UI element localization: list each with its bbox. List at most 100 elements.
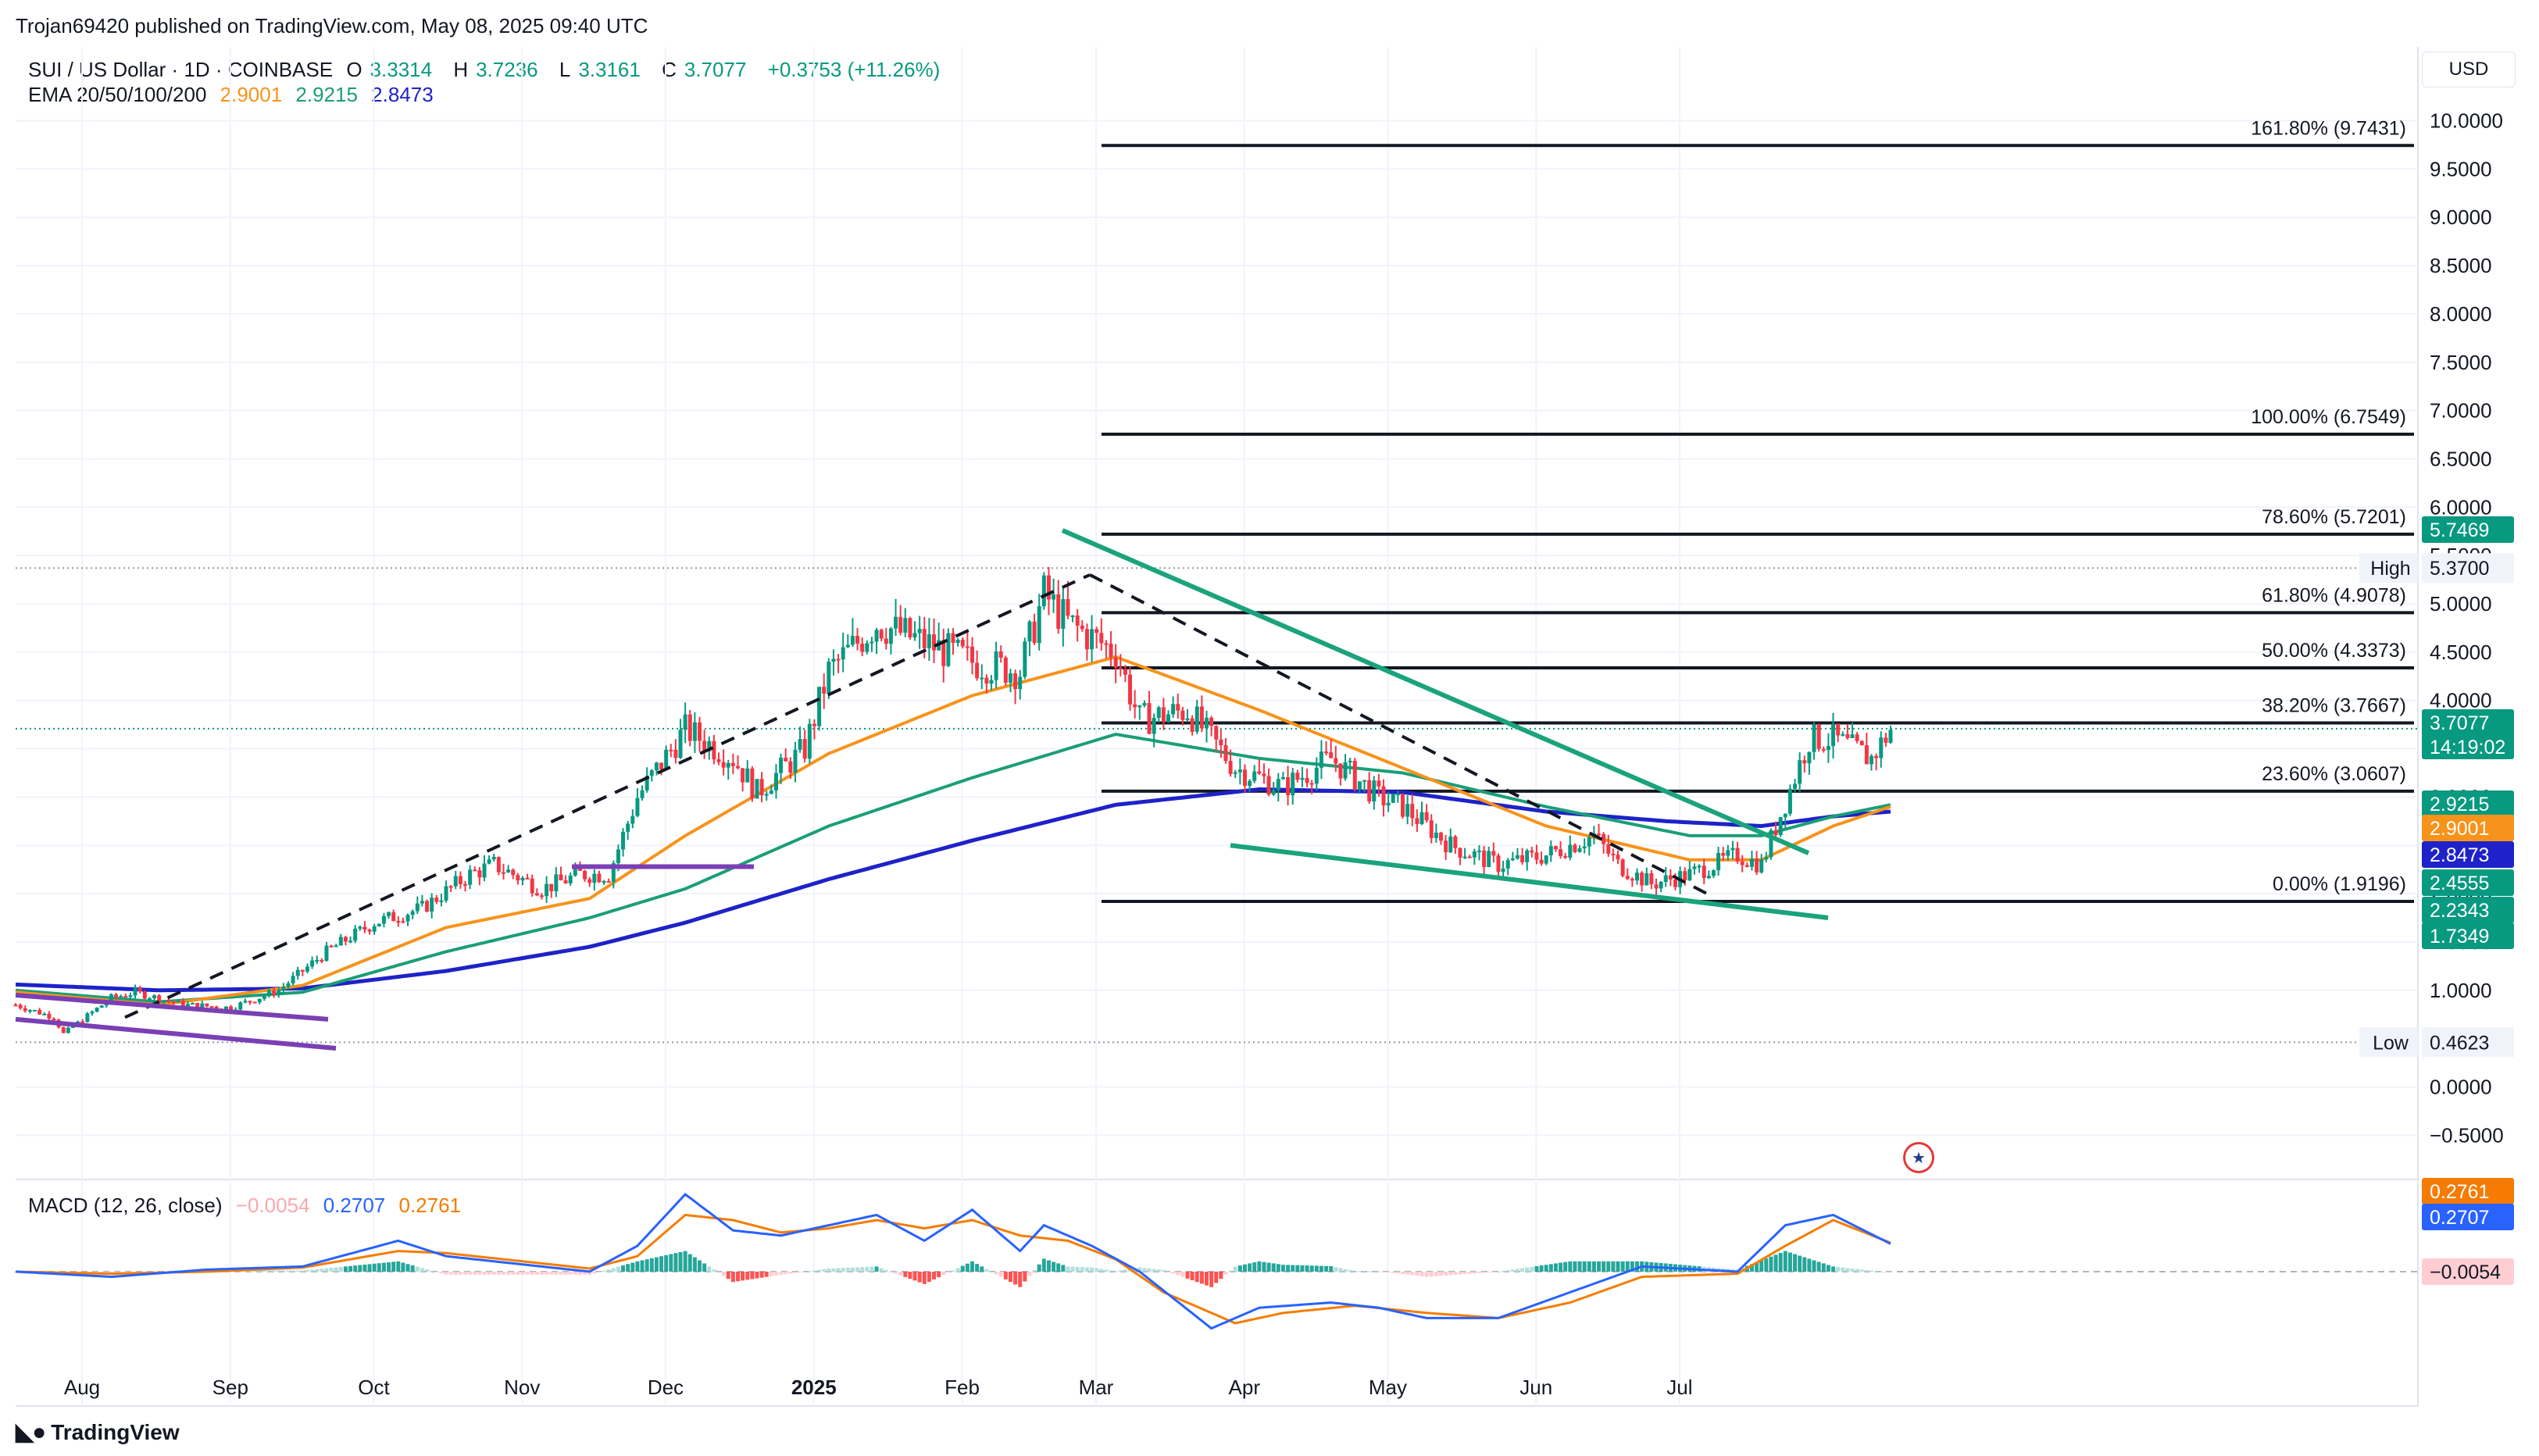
y-tick-label: 5.0000 bbox=[2430, 592, 2492, 616]
macd-histogram-bar bbox=[1003, 1272, 1008, 1279]
macd-histogram-bar bbox=[702, 1263, 707, 1272]
macd-label[interactable]: MACD (12, 26, close) bbox=[28, 1194, 223, 1217]
candle-body bbox=[822, 687, 827, 694]
macd-histogram-bar bbox=[420, 1268, 424, 1272]
candle-body bbox=[1520, 855, 1525, 862]
ema50-value: 2.9215 bbox=[295, 83, 358, 106]
candle-body bbox=[1783, 813, 1787, 818]
candle-body bbox=[1367, 780, 1372, 802]
macd-histogram-bar bbox=[272, 1270, 277, 1272]
macd-histogram-bar bbox=[1099, 1269, 1104, 1272]
candle-body bbox=[1161, 707, 1166, 723]
candle-body bbox=[587, 879, 592, 883]
fib-level-label: 61.80% (4.9078) bbox=[2262, 584, 2406, 606]
candle-body bbox=[640, 790, 645, 798]
candle-body bbox=[1070, 615, 1075, 617]
candle-body bbox=[1663, 875, 1668, 883]
candle-body bbox=[252, 1001, 257, 1004]
macd-histogram-bar bbox=[1300, 1265, 1305, 1272]
candle-body bbox=[229, 1006, 234, 1011]
macd-histogram-bar bbox=[1472, 1272, 1477, 1274]
candle-body bbox=[223, 1006, 228, 1010]
macd-histogram-bar bbox=[750, 1272, 755, 1279]
fib-level-label: 78.60% (5.7201) bbox=[2262, 506, 2406, 528]
candle-body bbox=[1415, 818, 1419, 825]
macd-histogram-bar bbox=[1769, 1256, 1773, 1272]
candle-body bbox=[32, 1010, 37, 1012]
candle-body bbox=[1324, 751, 1329, 754]
candle-body bbox=[152, 995, 157, 999]
macd-histogram-bar bbox=[573, 1272, 577, 1275]
candle-body bbox=[1185, 718, 1190, 720]
candle-body bbox=[1214, 726, 1219, 740]
macd-histogram-bar bbox=[1505, 1270, 1510, 1272]
symbol-name[interactable]: SUI / US Dollar · 1D · COINBASE bbox=[28, 58, 334, 81]
candle-body bbox=[1271, 790, 1276, 795]
candle-body bbox=[1329, 752, 1334, 758]
price-badge bbox=[2422, 922, 2514, 949]
macd-histogram-bar bbox=[1597, 1261, 1602, 1272]
macd-histogram-bar bbox=[277, 1270, 281, 1272]
candle-body bbox=[266, 990, 271, 997]
macd-histogram-bar bbox=[1061, 1265, 1066, 1272]
candle-body bbox=[310, 960, 315, 967]
macd-histogram-bar bbox=[1233, 1266, 1237, 1272]
macd-histogram-bar bbox=[496, 1272, 501, 1275]
y-tick-label: 1.0000 bbox=[2430, 979, 2492, 1002]
macd-histogram-bar bbox=[415, 1266, 420, 1272]
candle-body bbox=[473, 869, 477, 872]
ema-label[interactable]: EMA 20/50/100/200 bbox=[28, 83, 207, 106]
candle-body bbox=[439, 900, 444, 902]
macd-histogram-bar bbox=[1252, 1262, 1257, 1272]
price-badge-value: 2.2343 bbox=[2430, 900, 2489, 922]
macd-histogram-bar bbox=[1635, 1261, 1640, 1272]
candle-body bbox=[951, 633, 955, 644]
candle-body bbox=[1841, 733, 1845, 736]
macd-histogram-bar bbox=[850, 1267, 855, 1272]
macd-histogram-bar bbox=[1548, 1264, 1553, 1272]
candle-body bbox=[741, 768, 745, 783]
high-value: H 3.7236 bbox=[453, 58, 538, 81]
currency-selector[interactable]: USD bbox=[2422, 52, 2516, 87]
macd-histogram-bar bbox=[1242, 1264, 1247, 1272]
candle-body bbox=[295, 969, 300, 976]
candle-body bbox=[496, 857, 501, 873]
candle-body bbox=[1659, 882, 1663, 889]
candle-body bbox=[750, 768, 755, 799]
candle-body bbox=[1534, 852, 1539, 860]
macd-histogram-bar bbox=[1084, 1267, 1089, 1272]
macd-histogram-bar bbox=[649, 1258, 654, 1272]
candle-body bbox=[673, 749, 678, 758]
macd-histogram-bar bbox=[1520, 1268, 1525, 1272]
candle-body bbox=[205, 1003, 209, 1007]
us-flag-icon[interactable]: ★ bbox=[1903, 1142, 1934, 1173]
macd-histogram-bar bbox=[1434, 1272, 1438, 1276]
macd-histogram-bar bbox=[1324, 1265, 1329, 1272]
macd-histogram-bar bbox=[678, 1251, 683, 1272]
candle-body bbox=[984, 677, 989, 684]
candle-body bbox=[367, 930, 372, 932]
candle-body bbox=[1467, 856, 1472, 858]
candle-body bbox=[1257, 771, 1262, 774]
candle-body bbox=[195, 1002, 200, 1009]
price-badge bbox=[2422, 869, 2514, 896]
candle-body bbox=[1616, 855, 1620, 860]
macd-histogram-bar bbox=[654, 1257, 659, 1272]
candle-body bbox=[353, 928, 358, 941]
candle-body bbox=[1099, 633, 1104, 644]
price-badge-value: 1.7349 bbox=[2430, 926, 2489, 947]
macd-histogram-bar bbox=[1458, 1272, 1462, 1275]
macd-histogram-bar bbox=[568, 1272, 573, 1275]
macd-histogram-bar bbox=[334, 1267, 338, 1272]
candle-body bbox=[329, 945, 334, 947]
macd-histogram-bar bbox=[994, 1272, 998, 1275]
ema50-line bbox=[15, 732, 1891, 1004]
macd-histogram-bar bbox=[1616, 1261, 1620, 1272]
candle-body bbox=[616, 849, 620, 864]
candle-body bbox=[1606, 844, 1611, 854]
candle-body bbox=[888, 628, 893, 644]
candle-body bbox=[334, 945, 338, 947]
macd-badge-value: 0.2761 bbox=[2430, 1181, 2489, 1203]
tradingview-logo[interactable]: ◣● TradingView bbox=[16, 1419, 180, 1446]
